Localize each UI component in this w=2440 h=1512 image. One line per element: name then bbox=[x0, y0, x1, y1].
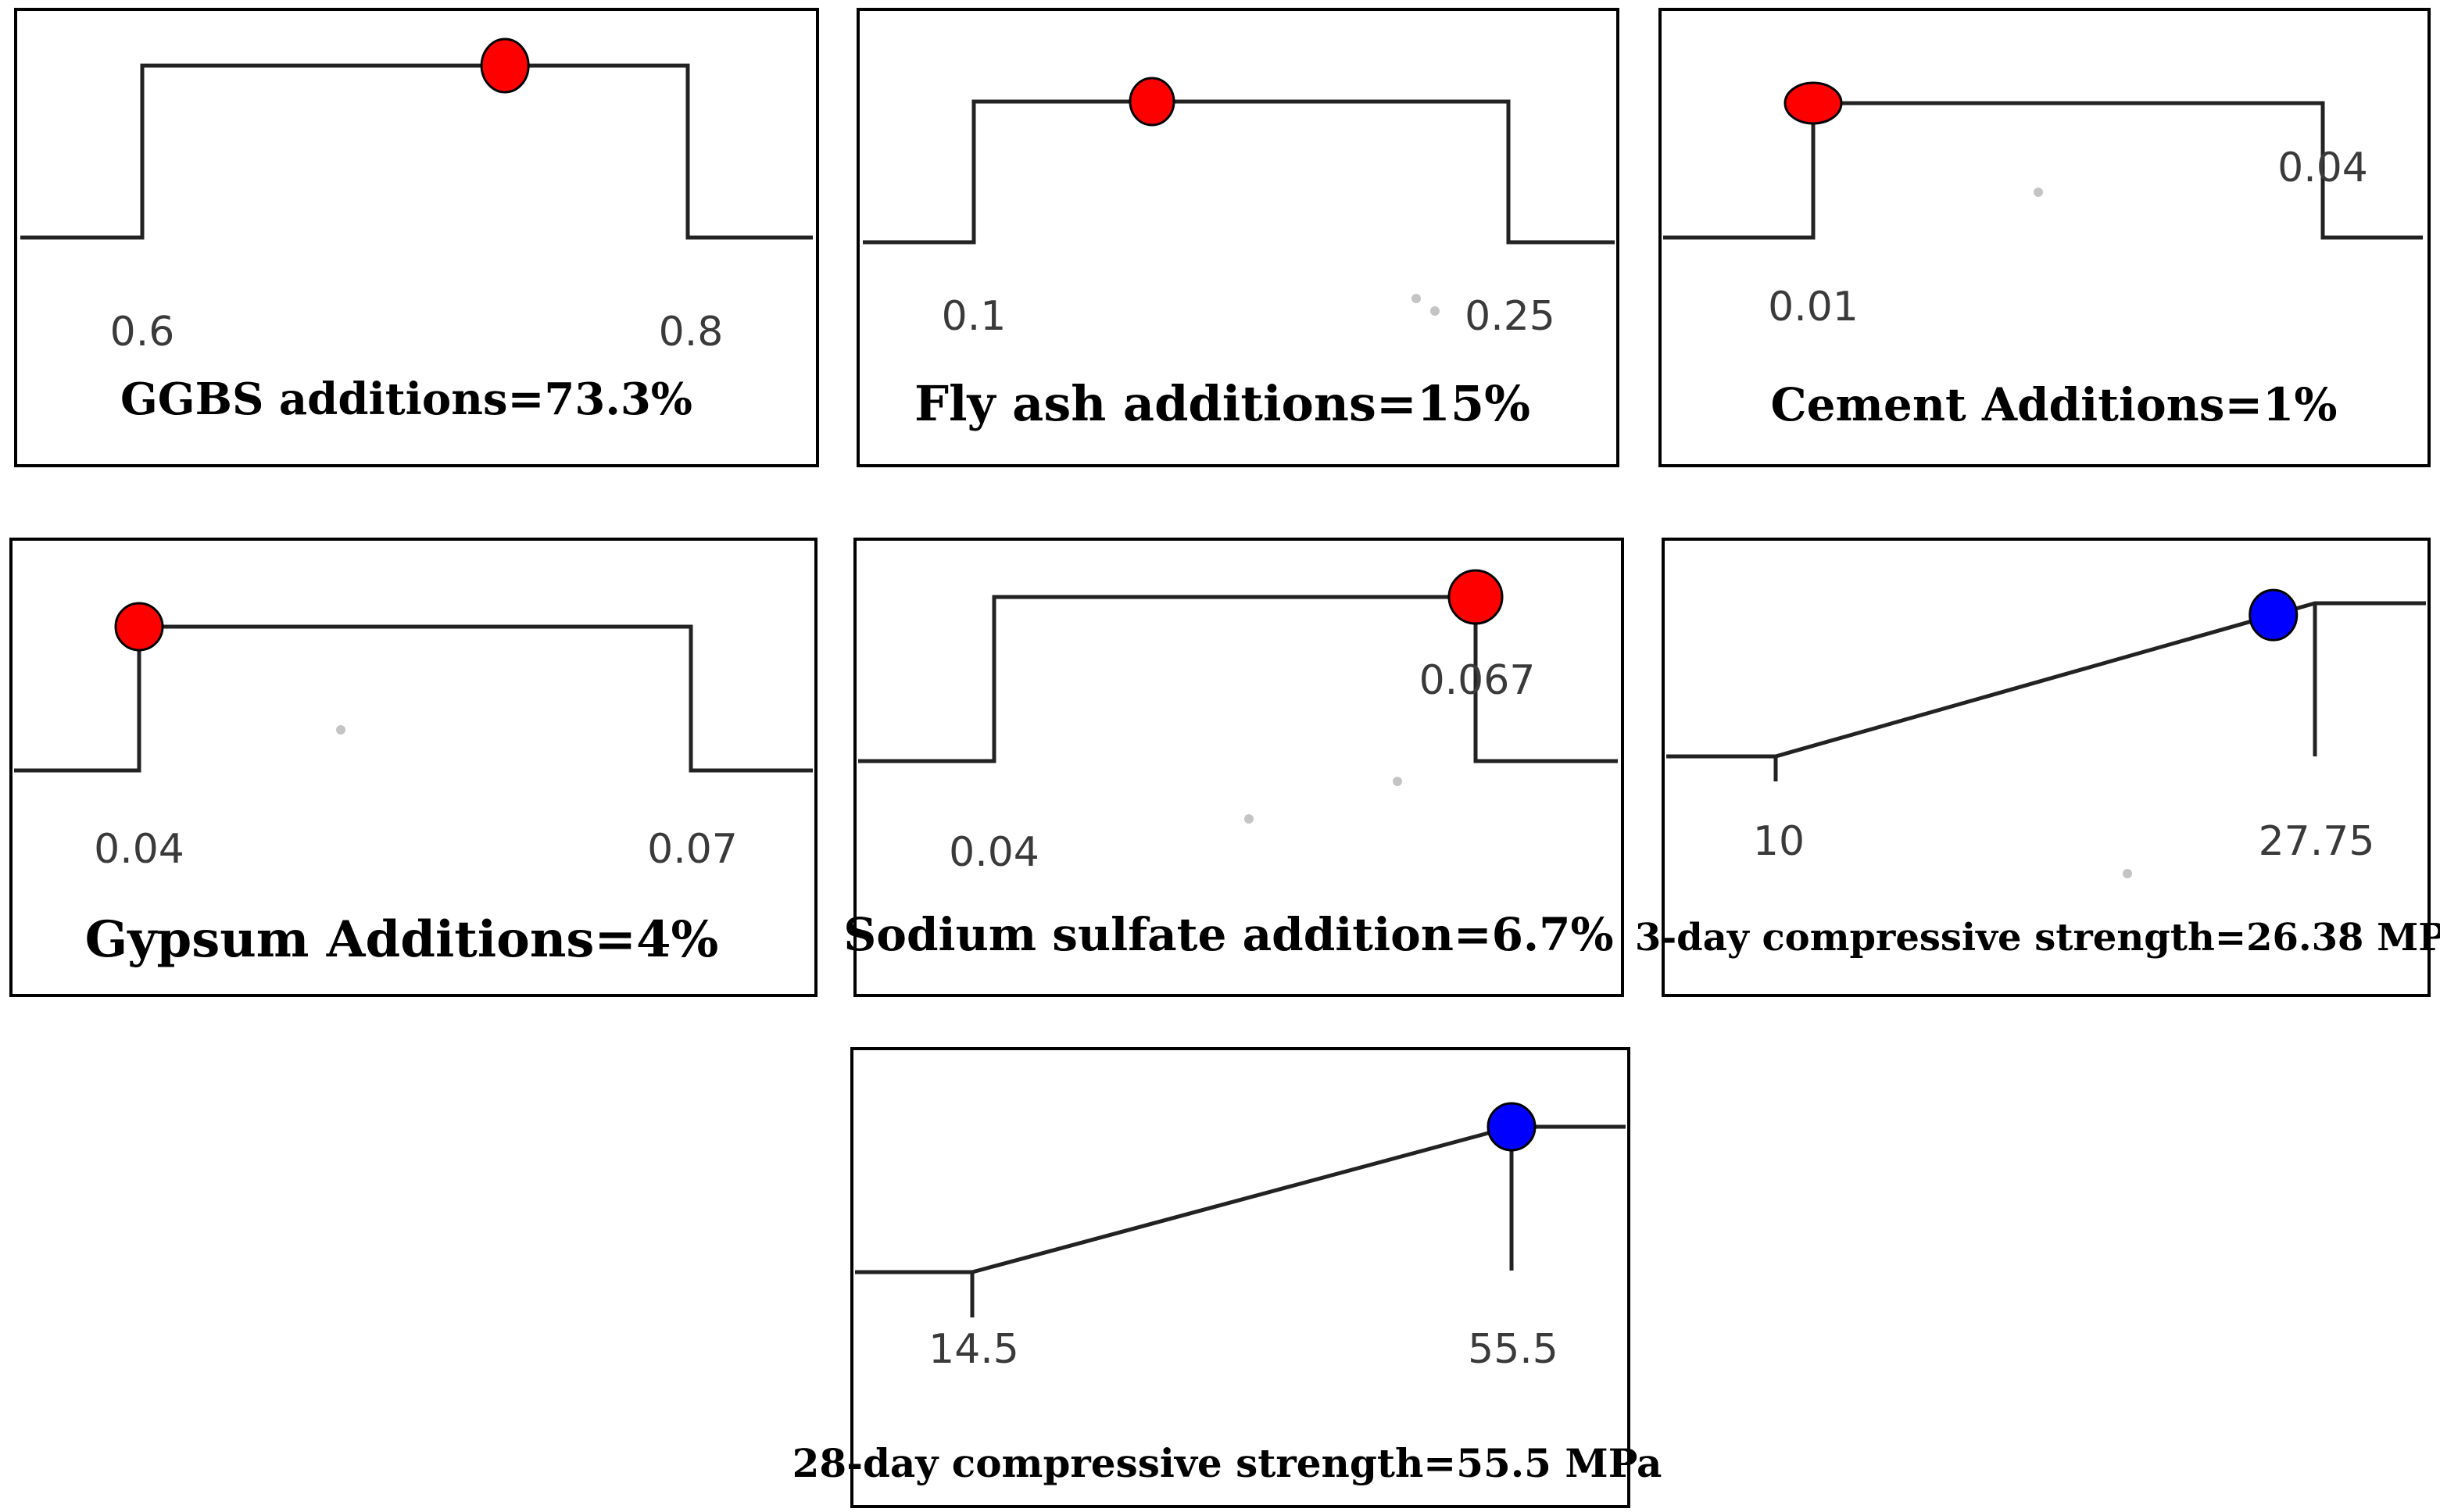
optimum-marker bbox=[1129, 77, 1175, 127]
panel-28-day-strength: 14.5 55.5 28-day compressive strength=55… bbox=[792, 1047, 1662, 1508]
optimum-marker bbox=[480, 38, 530, 94]
tick-label-low: 0.01 bbox=[1768, 284, 1859, 331]
tick-label-high: 0.25 bbox=[1465, 293, 1555, 340]
desirability-trace bbox=[20, 63, 813, 240]
optimum-marker bbox=[2249, 588, 2299, 642]
panel-title: 3-day compressive strength=26.38 MPa bbox=[1635, 916, 2440, 960]
panel-title: GGBS additions=73.3% bbox=[120, 374, 692, 425]
scan-speck bbox=[2034, 188, 2043, 197]
panel-3-day-strength: 10 27.75 3-day compressive strength=26.3… bbox=[1635, 538, 2440, 997]
optimum-marker bbox=[1487, 1102, 1537, 1152]
optimum-marker bbox=[114, 602, 164, 652]
tick-label-high: 0.07 bbox=[647, 826, 738, 873]
desirability-trace bbox=[14, 624, 813, 773]
desirability-trace bbox=[858, 595, 1618, 763]
tick-label-high: 0.067 bbox=[1419, 657, 1536, 704]
optimum-marker bbox=[1447, 569, 1504, 625]
scan-speck bbox=[2123, 869, 2132, 878]
panel-frame bbox=[14, 8, 819, 467]
tick-label-low: 0.1 bbox=[942, 293, 1007, 340]
tick-label-low: 0.6 bbox=[110, 309, 175, 356]
panel-fly-ash: 0.1 0.25 Fly ash additions=15% bbox=[857, 8, 1619, 467]
tick-label-low: 10 bbox=[1753, 818, 1805, 865]
scan-speck bbox=[1393, 777, 1402, 786]
desirability-trace bbox=[1663, 101, 2423, 240]
desirability-trace bbox=[863, 99, 1615, 245]
scan-speck bbox=[1430, 306, 1440, 316]
optimum-marker bbox=[1783, 81, 1843, 125]
tick-label-high: 0.8 bbox=[659, 309, 724, 356]
panel-sodium-sulfate: 0.04 0.067 Sodium sulfate addition=6.7% bbox=[843, 538, 1624, 997]
desirability-trace bbox=[855, 1124, 1626, 1274]
desirability-trace bbox=[1666, 601, 2426, 759]
panel-title: Gypsum Additions=4% bbox=[85, 910, 719, 969]
panel-title: Fly ash additions=15% bbox=[914, 375, 1530, 432]
panel-frame bbox=[857, 8, 1619, 467]
tick-label-high: 27.75 bbox=[2259, 818, 2375, 865]
tick-label-low: 0.04 bbox=[94, 826, 184, 873]
scan-speck bbox=[336, 725, 345, 735]
scan-speck bbox=[1244, 814, 1254, 824]
panel-gypsum: 0.04 0.07 Gypsum Additions=4% bbox=[9, 538, 818, 997]
panel-ggbs: 0.6 0.8 GGBS additions=73.3% bbox=[14, 8, 819, 467]
panel-frame bbox=[1662, 538, 2431, 997]
tick-label-low: 14.5 bbox=[928, 1326, 1019, 1373]
panel-title: Cement Additions=1% bbox=[1770, 378, 2337, 431]
scan-speck bbox=[1411, 294, 1421, 303]
tick-label-high: 0.04 bbox=[2277, 145, 2368, 191]
tick-label-high: 55.5 bbox=[1468, 1326, 1558, 1373]
panel-title: 28-day compressive strength=55.5 MPa bbox=[792, 1440, 1662, 1486]
tick-label-low: 0.04 bbox=[949, 829, 1039, 876]
panel-cement: 0.01 0.04 Cement Additions=1% bbox=[1658, 8, 2431, 467]
panel-title: Sodium sulfate addition=6.7% bbox=[843, 908, 1613, 961]
